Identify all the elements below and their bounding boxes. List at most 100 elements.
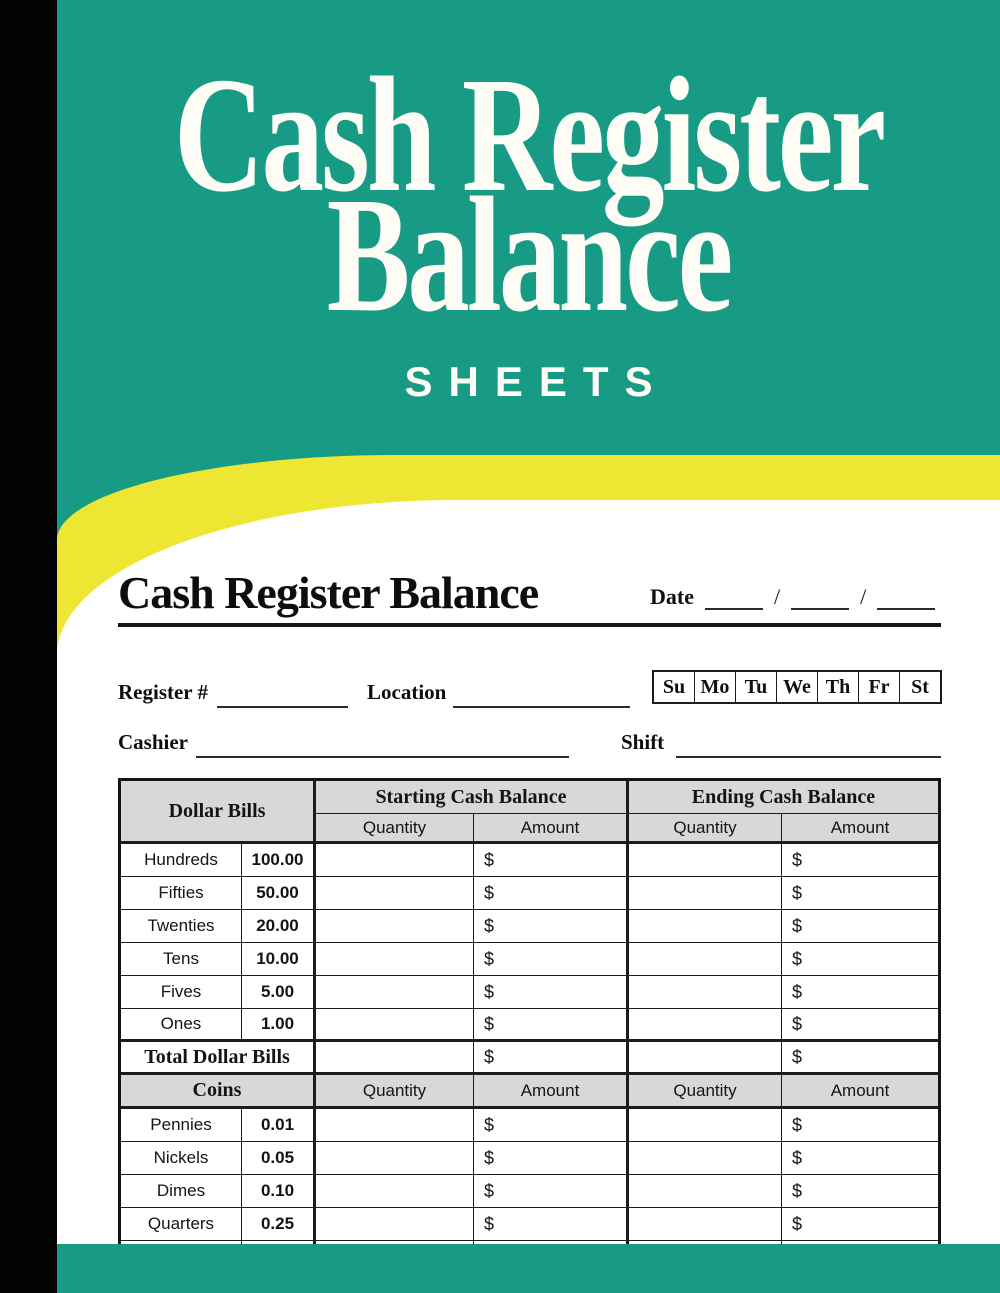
starting-quantity-cell[interactable]	[316, 877, 474, 910]
starting-quantity-cell[interactable]	[316, 1042, 474, 1075]
ending-quantity-cell[interactable]	[629, 1109, 782, 1142]
day-of-week-selector: Su Mo Tu We Th Fr St	[652, 670, 942, 704]
dollar-sign: $	[484, 915, 495, 936]
ending-quantity-cell[interactable]	[629, 943, 782, 976]
starting-quantity-cell[interactable]	[316, 1142, 474, 1175]
starting-amount-cell[interactable]: $	[474, 1142, 629, 1175]
day-cell-monday[interactable]: Mo	[694, 672, 735, 702]
cashier-blank[interactable]	[196, 734, 569, 758]
date-month-blank[interactable]	[704, 584, 763, 610]
starting-amount-header: Amount	[474, 814, 629, 844]
dollar-sign: $	[792, 882, 803, 903]
dollar-sign: $	[484, 1013, 495, 1034]
ending-amount-cell[interactable]: $	[782, 910, 938, 943]
day-cell-tuesday[interactable]: Tu	[735, 672, 776, 702]
register-number-blank[interactable]	[217, 684, 348, 708]
starting-quantity-cell[interactable]	[316, 910, 474, 943]
day-cell-saturday[interactable]: St	[899, 672, 940, 702]
total-dollar-bills-label: Total Dollar Bills	[121, 1042, 316, 1075]
coin-label: Pennies	[121, 1109, 242, 1142]
starting-amount-cell[interactable]: $	[474, 1009, 629, 1042]
date-separator: /	[773, 584, 781, 609]
ending-quantity-header: Quantity	[629, 1075, 782, 1109]
ending-amount-cell[interactable]: $	[782, 1109, 938, 1142]
date-label: Date	[650, 584, 694, 609]
date-separator: /	[860, 584, 867, 609]
starting-amount-cell[interactable]: $	[474, 910, 629, 943]
ending-amount-cell[interactable]: $	[782, 1009, 938, 1042]
date-day-blank[interactable]	[791, 584, 850, 610]
ending-amount-cell[interactable]: $	[782, 1142, 938, 1175]
ending-amount-cell[interactable]: $	[782, 976, 938, 1009]
date-year-blank[interactable]	[877, 584, 936, 610]
ending-amount-cell[interactable]: $	[782, 1042, 938, 1075]
dollar-sign: $	[792, 849, 803, 870]
starting-amount-cell[interactable]: $	[474, 877, 629, 910]
ending-quantity-cell[interactable]	[629, 1175, 782, 1208]
starting-amount-cell[interactable]: $	[474, 1109, 629, 1142]
starting-amount-cell[interactable]: $	[474, 844, 629, 877]
ending-quantity-cell[interactable]	[629, 976, 782, 1009]
coin-denomination: 0.05	[242, 1142, 316, 1175]
starting-quantity-cell[interactable]	[316, 1109, 474, 1142]
starting-quantity-cell[interactable]	[316, 976, 474, 1009]
ending-amount-cell[interactable]: $	[782, 943, 938, 976]
dollar-sign: $	[792, 981, 803, 1002]
dollar-sign: $	[792, 915, 803, 936]
day-cell-thursday[interactable]: Th	[817, 672, 858, 702]
location-blank[interactable]	[453, 684, 630, 708]
bill-label: Twenties	[121, 910, 242, 943]
dollar-sign: $	[792, 1046, 803, 1067]
dollar-sign: $	[792, 1147, 803, 1168]
starting-amount-cell[interactable]: $	[474, 1175, 629, 1208]
ending-amount-header: Amount	[782, 1075, 938, 1109]
starting-quantity-header: Quantity	[316, 814, 474, 844]
dollar-sign: $	[792, 1180, 803, 1201]
starting-amount-cell[interactable]: $	[474, 976, 629, 1009]
ending-quantity-cell[interactable]	[629, 1208, 782, 1241]
ending-quantity-cell[interactable]	[629, 1009, 782, 1042]
starting-quantity-cell[interactable]	[316, 1208, 474, 1241]
ending-quantity-cell[interactable]	[629, 1042, 782, 1075]
starting-amount-cell[interactable]: $	[474, 1042, 629, 1075]
starting-balance-header: Starting Cash Balance	[316, 781, 629, 814]
ending-quantity-cell[interactable]	[629, 844, 782, 877]
form-heading: Cash Register Balance	[118, 567, 539, 618]
dollar-sign: $	[484, 1114, 495, 1135]
starting-amount-header: Amount	[474, 1075, 629, 1109]
dollar-sign: $	[792, 1013, 803, 1034]
starting-quantity-cell[interactable]	[316, 943, 474, 976]
ending-amount-cell[interactable]: $	[782, 877, 938, 910]
starting-amount-cell[interactable]: $	[474, 1208, 629, 1241]
starting-quantity-header: Quantity	[316, 1075, 474, 1109]
starting-amount-cell[interactable]: $	[474, 943, 629, 976]
cover-title-line1: Cash Register	[173, 43, 886, 226]
register-number-label: Register #	[118, 680, 208, 704]
ending-quantity-cell[interactable]	[629, 1142, 782, 1175]
ending-quantity-header: Quantity	[629, 814, 782, 844]
ending-amount-cell[interactable]: $	[782, 1175, 938, 1208]
dollar-sign: $	[484, 882, 495, 903]
bills-section-header: Dollar Bills	[121, 781, 316, 844]
day-cell-sunday[interactable]: Su	[662, 675, 686, 698]
ending-amount-cell[interactable]: $	[782, 844, 938, 877]
dollar-sign: $	[484, 1046, 495, 1067]
coin-label: Nickels	[121, 1142, 242, 1175]
starting-quantity-cell[interactable]	[316, 844, 474, 877]
shift-blank[interactable]	[676, 734, 941, 758]
day-cell-wednesday[interactable]: We	[776, 672, 817, 702]
ending-amount-cell[interactable]: $	[782, 1208, 938, 1241]
location-label: Location	[367, 680, 447, 704]
date-field-group: Date / /	[650, 584, 943, 610]
ending-quantity-cell[interactable]	[629, 910, 782, 943]
starting-quantity-cell[interactable]	[316, 1175, 474, 1208]
cash-balance-table: Dollar Bills Starting Cash Balance Endin…	[118, 778, 941, 1274]
teal-footer-band	[57, 1244, 1000, 1293]
coin-denomination: 0.25	[242, 1208, 316, 1241]
bill-denomination: 1.00	[242, 1009, 316, 1042]
coin-denomination: 0.01	[242, 1109, 316, 1142]
ending-quantity-cell[interactable]	[629, 877, 782, 910]
day-cell-friday[interactable]: Fr	[858, 672, 899, 702]
bill-denomination: 10.00	[242, 943, 316, 976]
starting-quantity-cell[interactable]	[316, 1009, 474, 1042]
